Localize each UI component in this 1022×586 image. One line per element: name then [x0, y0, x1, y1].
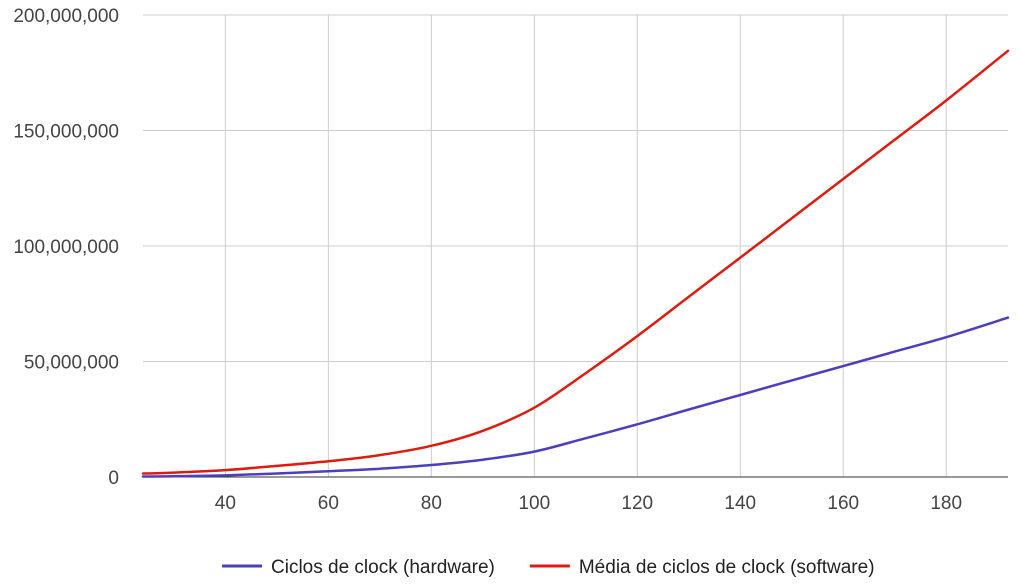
x-tick-label: 180 [930, 493, 962, 514]
y-tick-label: 150,000,000 [13, 122, 119, 143]
x-tick-label: 160 [827, 493, 859, 514]
series-lines [141, 49, 1010, 478]
y-tick-label: 200,000,000 [13, 6, 119, 27]
y-tick-label: 0 [108, 468, 119, 489]
x-axis-ticks: 40 60 80 100 120 140 160 180 [215, 493, 962, 514]
x-tick-label: 80 [421, 493, 442, 514]
legend-label-hardware: Ciclos de clock (hardware) [271, 557, 495, 578]
x-tick-label: 100 [518, 493, 550, 514]
x-tick-label: 140 [724, 493, 756, 514]
series-line-software [141, 49, 1010, 475]
y-tick-label: 50,000,000 [24, 353, 119, 374]
series-line-hardware [141, 316, 1010, 478]
x-tick-label: 40 [215, 493, 236, 514]
legend: Ciclos de clock (hardware) Média de ciclo… [222, 557, 875, 578]
x-tick-label: 120 [621, 493, 653, 514]
x-tick-label: 60 [318, 493, 339, 514]
grid-lines [143, 14, 1008, 477]
y-axis-ticks: 0 50,000,000 100,000,000 150,000,000 200,000… [13, 6, 119, 489]
legend-label-software: Média de ciclos de clock (software) [579, 557, 875, 578]
y-tick-label: 100,000,000 [13, 237, 119, 258]
